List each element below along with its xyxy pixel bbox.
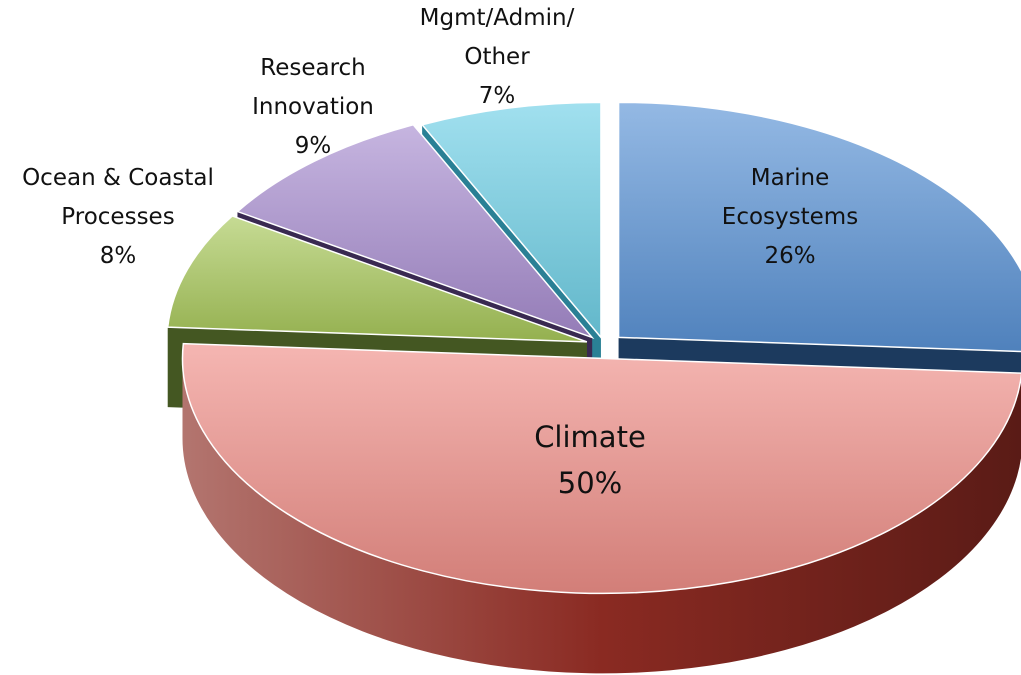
pie-slice <box>166 215 588 343</box>
pie-slice-side <box>182 358 1021 674</box>
slice-name: Marine <box>751 165 830 191</box>
slice-name: Other <box>464 44 530 70</box>
pie-slice <box>420 101 602 340</box>
slice-percent: 26% <box>764 243 815 269</box>
slice-name: Ecosystems <box>722 204 858 230</box>
slice-label: Climate 50% <box>534 420 646 500</box>
pie-slice <box>617 101 1021 353</box>
slice-name: Ocean & Coastal <box>22 165 214 191</box>
slice-label: Marine Ecosystems 26% <box>722 165 858 269</box>
slice-percent: 7% <box>479 83 516 109</box>
slice-name: Research <box>260 55 366 81</box>
slice-name: Processes <box>61 204 174 230</box>
slice-label: Research Innovation 9% <box>252 55 374 159</box>
slice-name: Mgmt/Admin/ <box>420 5 575 31</box>
slice-percent: 9% <box>295 133 332 159</box>
slice-percent: 50% <box>558 466 622 500</box>
slice-name: Climate <box>534 420 646 454</box>
slice-label: Mgmt/Admin/Other 7% <box>420 5 575 109</box>
pie-slice <box>236 123 595 340</box>
pie-slice <box>181 342 1021 594</box>
slice-percent: 8% <box>100 243 137 269</box>
slice-name: Innovation <box>252 94 374 120</box>
slice-label: Ocean & Coastal Processes 8% <box>22 165 214 269</box>
